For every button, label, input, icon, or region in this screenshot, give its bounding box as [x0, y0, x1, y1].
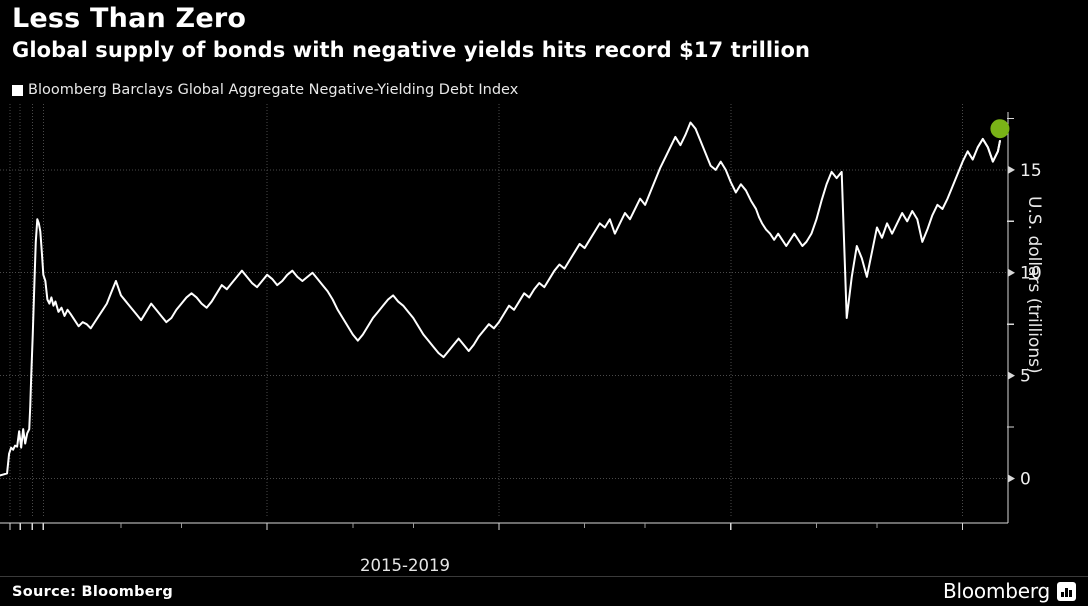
y-axis-tick-label: 0 [1020, 470, 1031, 490]
x-axis-label: 2015-2019 [360, 556, 450, 575]
chart-plot-area: 0 5 10 15 [0, 104, 1088, 549]
y-axis-tick-marker [1008, 371, 1015, 380]
brand-wordmark: Bloomberg [943, 579, 1050, 603]
legend-swatch-icon [12, 84, 23, 96]
series-line [0, 121, 1001, 477]
source-credit: Source: Bloomberg [12, 584, 174, 600]
chart-legend: Bloomberg Barclays Global Aggregate Nega… [12, 82, 518, 98]
chart-kicker-title: Less Than Zero [12, 3, 247, 34]
y-axis-tick-label: 5 [1020, 367, 1031, 387]
bloomberg-brand: Bloomberg [943, 580, 1076, 602]
y-axis-title: U.S. dollars (trillions) [1024, 196, 1044, 374]
footer-divider [0, 576, 1088, 577]
bar-chart-icon [1057, 581, 1076, 601]
chart-svg: 0 5 10 15 [0, 104, 1042, 530]
y-axis-tick-label: 10 [1020, 264, 1042, 284]
end-marker-dot [990, 119, 1010, 139]
chart-headline: Global supply of bonds with negative yie… [12, 38, 811, 62]
y-axis-tick-marker [1008, 268, 1015, 277]
series-line-tail [976, 137, 1001, 163]
legend-series-label: Bloomberg Barclays Global Aggregate Nega… [28, 82, 519, 98]
y-axis-tick-label: 15 [1020, 161, 1042, 181]
y-axis-tick-marker [1008, 474, 1015, 483]
y-axis-tick-marker [1008, 165, 1015, 174]
